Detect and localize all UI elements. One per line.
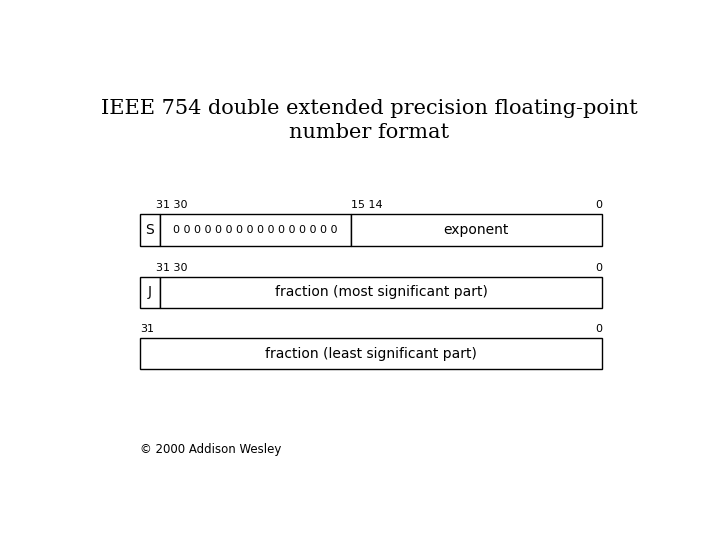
Bar: [140, 214, 160, 246]
Text: S: S: [145, 223, 154, 237]
Text: 31 30: 31 30: [156, 262, 187, 273]
Text: IEEE 754 double extended precision floating-point: IEEE 754 double extended precision float…: [101, 99, 637, 118]
Bar: [351, 214, 602, 246]
Text: exponent: exponent: [444, 223, 509, 237]
Text: 0: 0: [595, 262, 602, 273]
Bar: [160, 214, 351, 246]
Bar: [140, 338, 602, 369]
Text: fraction (least significant part): fraction (least significant part): [265, 347, 477, 361]
Bar: [160, 277, 602, 308]
Text: 15 14: 15 14: [351, 200, 383, 211]
Text: J: J: [148, 286, 152, 300]
Text: number format: number format: [289, 123, 449, 141]
Text: 0 0 0 0 0 0 0 0 0 0 0 0 0 0 0 0: 0 0 0 0 0 0 0 0 0 0 0 0 0 0 0 0: [173, 225, 338, 235]
Text: 31: 31: [140, 324, 154, 334]
Text: 0: 0: [595, 200, 602, 211]
Text: 31 30: 31 30: [156, 200, 187, 211]
Text: 0: 0: [595, 324, 602, 334]
Text: fraction (most significant part): fraction (most significant part): [274, 286, 487, 300]
Bar: [140, 277, 160, 308]
Text: © 2000 Addison Wesley: © 2000 Addison Wesley: [140, 443, 282, 456]
